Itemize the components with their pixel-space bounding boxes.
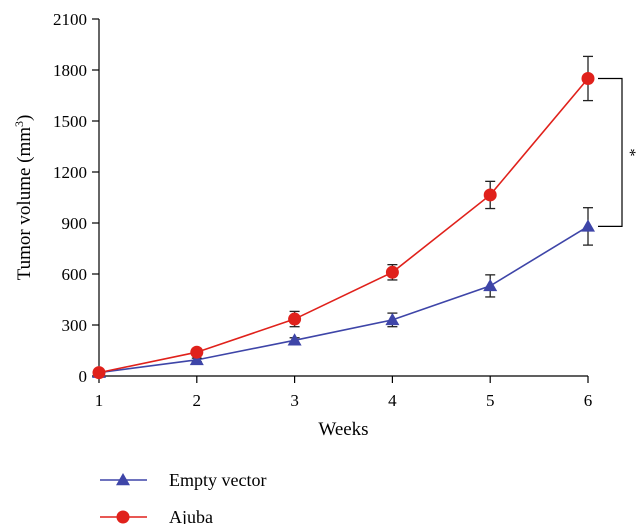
- legend-marker: [116, 473, 130, 486]
- series-line: [98, 225, 589, 374]
- x-tick-label: 4: [388, 391, 397, 410]
- bracket-line: [598, 77, 623, 227]
- significance-bracket: *: [598, 77, 636, 227]
- x-tick-label: 3: [290, 391, 299, 410]
- x-tick-label: 6: [584, 391, 593, 410]
- data-point: [483, 188, 497, 202]
- legend-item: Empty vector: [100, 470, 266, 490]
- data-point: [288, 312, 302, 326]
- y-axis-title: Tumor volume (mm3): [12, 115, 35, 281]
- data-point: [190, 345, 204, 359]
- series-layer: [92, 55, 595, 380]
- data-point: [385, 312, 400, 326]
- data-point: [287, 333, 302, 346]
- legend-marker: [116, 510, 130, 524]
- y-tick-label: 1200: [53, 163, 87, 182]
- x-tick-label: 2: [193, 391, 202, 410]
- y-tick-label: 0: [79, 367, 88, 386]
- series-line: [98, 77, 589, 374]
- legend-item: Ajuba: [100, 507, 213, 524]
- y-tick-label: 1800: [53, 61, 87, 80]
- y-axis-title-main: Tumor volume (mm: [14, 127, 35, 281]
- legend-label: Empty vector: [169, 470, 266, 490]
- x-axis-title: Weeks: [318, 419, 368, 440]
- data-point: [189, 352, 204, 366]
- data-point: [483, 278, 498, 292]
- series-empty-vector: [92, 207, 595, 378]
- legend-label: Ajuba: [169, 507, 213, 524]
- legend: Empty vector Ajuba: [100, 470, 266, 524]
- y-axis-title-suffix: ): [14, 115, 35, 121]
- y-tick-label: 300: [62, 316, 88, 335]
- y-tick-label: 600: [62, 265, 88, 284]
- series-ajuba: [92, 55, 595, 380]
- data-point: [385, 265, 399, 279]
- y-tick-label: 2100: [53, 10, 87, 29]
- y-tick-label: 1500: [53, 112, 87, 131]
- axes: 0 300 600 900 1200 1500 1800 2100 1 2 3 4 5 6: [53, 10, 592, 410]
- y-axis-title-superscript: 3: [12, 121, 26, 127]
- x-tick-label: 1: [95, 391, 104, 410]
- y-tick-label: 900: [62, 214, 88, 233]
- x-tick-label: 5: [486, 391, 495, 410]
- data-point: [92, 366, 106, 380]
- data-point: [581, 72, 595, 85]
- data-point: [581, 219, 595, 232]
- significance-star: *: [621, 148, 636, 156]
